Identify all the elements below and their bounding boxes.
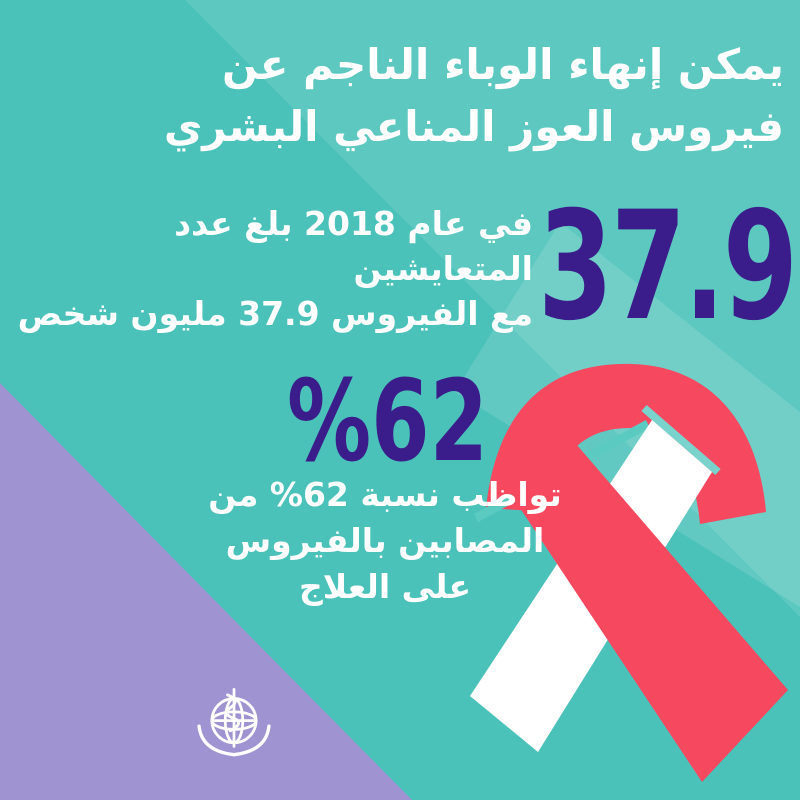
stat-prevalence-line-1: في عام 2018 بلغ عدد المتعايشين — [174, 204, 533, 288]
stat-treatment-line-1: تواظب نسبة 62% من — [208, 475, 562, 514]
stat-treatment-number: %62 — [287, 357, 489, 487]
headline-line-2: فيروس العوز المناعي البشري — [163, 102, 784, 151]
stat-treatment-text: تواظب نسبة 62% من المصابين بالفيروس على … — [198, 472, 572, 610]
stat-treatment-line-2: المصابين بالفيروس — [225, 521, 545, 560]
headline: يمكن إنهاء الوباء الناجم عن فيروس العوز … — [84, 34, 784, 158]
stat-treatment-line-3: على العلاج — [298, 567, 472, 606]
ribbon-slit-right — [641, 404, 721, 476]
stat-prevalence-text: في عام 2018 بلغ عدد المتعايشين مع الفيرو… — [13, 201, 533, 336]
headline-line-1: يمكن إنهاء الوباء الناجم عن — [221, 40, 784, 89]
stat-prevalence-line-2: مع الفيروس 37.9 مليون شخص — [17, 294, 533, 333]
who-emblem-icon — [197, 687, 271, 757]
stat-prevalence-number: 37.9 — [538, 180, 798, 354]
